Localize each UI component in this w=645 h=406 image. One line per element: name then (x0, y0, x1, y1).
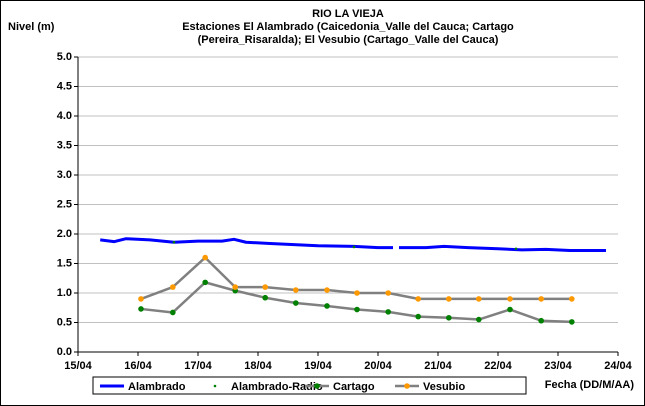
x-tick-label: 15/04 (64, 360, 92, 372)
series-marker (514, 247, 518, 251)
series-marker (446, 314, 452, 321)
legend-label: Cartago (333, 381, 375, 393)
series-marker (262, 284, 269, 290)
series-marker (232, 284, 238, 290)
series-marker (293, 300, 299, 306)
series-marker (538, 296, 544, 302)
series-marker (324, 287, 330, 293)
legend-marker (404, 383, 410, 389)
legend-label: Vesubio (423, 381, 465, 393)
x-tick-label: 22/04 (484, 360, 512, 372)
series-marker (324, 303, 330, 309)
series-marker (138, 306, 144, 312)
y-tick-label: 2.5 (57, 198, 72, 210)
x-tick-label: 18/04 (244, 360, 272, 372)
legend-marker (314, 383, 320, 389)
y-tick-label: 2.0 (57, 228, 72, 240)
y-tick-label: 3.0 (57, 169, 72, 181)
y-tick-label: 1.0 (57, 287, 72, 299)
series-line (100, 237, 606, 253)
series-marker (385, 309, 392, 315)
series-marker (352, 245, 356, 249)
series-marker (538, 317, 544, 324)
x-tick-label: 21/04 (424, 360, 452, 372)
x-tick-label: 16/04 (124, 360, 152, 372)
series-marker (262, 294, 269, 301)
x-tick-label: 23/04 (544, 360, 572, 372)
x-tick-label: 17/04 (184, 360, 212, 372)
y-tick-label: 4.0 (57, 110, 72, 122)
series-marker (569, 319, 575, 325)
series-marker (354, 306, 360, 313)
legend-label: Alambrado-Radio (231, 381, 323, 393)
x-axis-label: Fecha (DD/M/AA) (545, 379, 635, 391)
chart-subtitle: Estaciones El Alambrado (Caicedonia_Vall… (182, 21, 514, 33)
chart-title: RIO LA VIEJA (312, 8, 384, 20)
x-tick-label: 19/04 (304, 360, 332, 372)
y-tick-label: 5.0 (57, 51, 72, 63)
series-marker (507, 306, 513, 313)
series-marker (476, 316, 482, 323)
x-tick-label: 20/04 (364, 360, 392, 372)
chart-subtitle: (Pereira_Risaralda); El Vesubio (Cartago… (198, 34, 499, 46)
series-marker (507, 296, 513, 302)
legend-label: Alambrado (128, 381, 186, 393)
legend-marker (213, 384, 217, 388)
y-axis-label: Nivel (m) (8, 21, 55, 33)
series-marker (385, 290, 392, 296)
series-marker (415, 313, 422, 320)
series-marker (170, 309, 176, 316)
series-marker (170, 284, 176, 290)
series-marker (569, 296, 575, 302)
y-tick-label: 1.5 (57, 257, 72, 269)
y-tick-label: 0.5 (57, 316, 72, 328)
y-tick-label: 0.0 (57, 346, 72, 358)
series-marker (354, 290, 360, 296)
series-marker (202, 279, 208, 286)
series-marker (202, 254, 208, 261)
series-marker (415, 296, 422, 302)
y-tick-label: 3.5 (57, 139, 72, 151)
y-tick-label: 4.5 (57, 80, 72, 92)
x-tick-label: 24/04 (604, 360, 632, 372)
series-marker (138, 296, 144, 302)
series-marker (446, 296, 452, 302)
series-marker (476, 296, 482, 302)
series-marker (172, 240, 176, 244)
series-marker (293, 287, 299, 293)
